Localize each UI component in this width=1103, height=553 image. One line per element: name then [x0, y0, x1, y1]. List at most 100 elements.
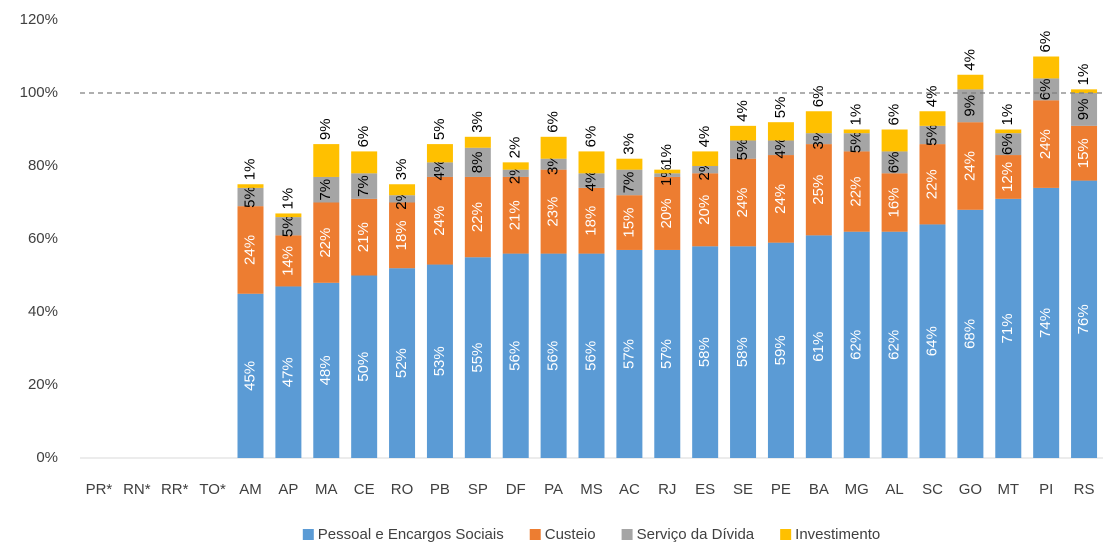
legend-swatch: [780, 529, 792, 540]
bar-segment: [692, 173, 719, 247]
data-label: 6%: [999, 133, 1016, 155]
bar-segment: [275, 235, 302, 287]
bar-segment: [1071, 89, 1098, 93]
data-label: 4%: [696, 126, 713, 148]
bar-segment: [1033, 56, 1060, 79]
bar-segment: [881, 129, 908, 152]
data-label: 2%: [507, 137, 524, 159]
bar-segment: [919, 125, 946, 145]
data-label: 6%: [545, 111, 562, 133]
legend-label: Pessoal e Encargos Sociais: [318, 526, 504, 543]
bar-segment: [654, 169, 681, 174]
bar-segment: [843, 231, 870, 458]
data-label: 14%: [279, 246, 296, 276]
data-label: 6%: [886, 104, 903, 126]
data-label: 24%: [961, 151, 978, 181]
data-label: 61%: [810, 332, 827, 362]
bar-segment: [313, 202, 340, 283]
data-label: 57%: [658, 339, 675, 369]
bar-segment: [995, 198, 1022, 458]
y-tick-label: 120%: [20, 11, 58, 28]
y-tick-label: 0%: [36, 449, 58, 466]
data-label: 58%: [734, 337, 751, 367]
bar-segment: [389, 184, 416, 196]
data-label: 22%: [469, 202, 486, 232]
data-label: 24%: [772, 184, 789, 214]
x-tick-label: MS: [580, 481, 603, 498]
data-label: 3%: [545, 153, 562, 175]
data-label: 76%: [1075, 304, 1092, 334]
bar-segment: [881, 151, 908, 174]
bar-segment: [351, 151, 378, 174]
bar-segment: [957, 122, 984, 210]
x-tick-label: RO: [391, 481, 414, 498]
data-label: 7%: [620, 172, 637, 194]
bar-segment: [957, 89, 984, 123]
data-label: 1%: [658, 144, 675, 166]
data-label: 6%: [810, 86, 827, 108]
data-label: 4%: [734, 100, 751, 122]
data-label: 4%: [961, 49, 978, 71]
data-label: 1%: [279, 188, 296, 210]
y-tick-label: 20%: [28, 376, 58, 393]
data-label: 56%: [507, 341, 524, 371]
bar-segment: [464, 176, 491, 258]
bar-segment: [805, 111, 832, 134]
legend-label: Serviço da Dívida: [637, 526, 755, 543]
legend-label: Investimento: [795, 526, 880, 543]
data-label: 24%: [431, 206, 448, 236]
data-label: 1%: [1075, 64, 1092, 86]
x-tick-label: MT: [997, 481, 1019, 498]
data-label: 6%: [1037, 79, 1054, 101]
bar-segment: [805, 133, 832, 145]
bar-segment: [767, 122, 794, 141]
bar-segment: [692, 151, 719, 166]
bar-segment: [275, 217, 302, 236]
data-label: 5%: [923, 124, 940, 146]
data-label: 9%: [317, 118, 334, 140]
y-tick-label: 40%: [28, 303, 58, 320]
data-label: 4%: [431, 159, 448, 181]
bar-segment: [313, 282, 340, 458]
bar-segment: [995, 129, 1022, 134]
bar-segment: [540, 136, 567, 159]
bar-segment: [730, 158, 757, 247]
bar-segment: [426, 264, 453, 458]
data-label: 6%: [1037, 31, 1054, 53]
y-tick-label: 100%: [20, 84, 58, 101]
data-label: 59%: [772, 335, 789, 365]
bar-segment: [237, 293, 264, 458]
data-label: 5%: [241, 186, 258, 208]
x-tick-label: AP: [278, 481, 298, 498]
x-tick-label: RS: [1074, 481, 1095, 498]
x-tick-label: AC: [619, 481, 640, 498]
x-tick-label: BA: [809, 481, 829, 498]
bar-segment: [578, 173, 605, 188]
x-tick-label: RN*: [123, 481, 151, 498]
bar-segment: [692, 246, 719, 458]
data-label: 5%: [431, 118, 448, 140]
data-label: 1%: [658, 164, 675, 186]
bar-segment: [1071, 93, 1098, 126]
bar-segment: [540, 169, 567, 254]
x-tick-label: PI: [1039, 481, 1053, 498]
bar-segment: [616, 249, 643, 458]
data-label: 1%: [999, 104, 1016, 126]
data-label: 5%: [734, 139, 751, 161]
data-label: 18%: [582, 206, 599, 236]
bar-segment: [389, 202, 416, 269]
bar-segment: [237, 206, 264, 294]
data-label: 24%: [734, 187, 751, 217]
bar-segment: [1071, 125, 1098, 181]
bar-segment: [275, 213, 302, 218]
data-label: 52%: [393, 348, 410, 378]
data-label: 7%: [317, 179, 334, 201]
data-label: 6%: [886, 152, 903, 174]
bar-segment: [692, 166, 719, 174]
data-label: 16%: [886, 187, 903, 217]
bar-segment: [654, 176, 681, 250]
bar-segment: [502, 253, 529, 458]
x-tick-label: CE: [354, 481, 375, 498]
bar-segment: [616, 195, 643, 250]
